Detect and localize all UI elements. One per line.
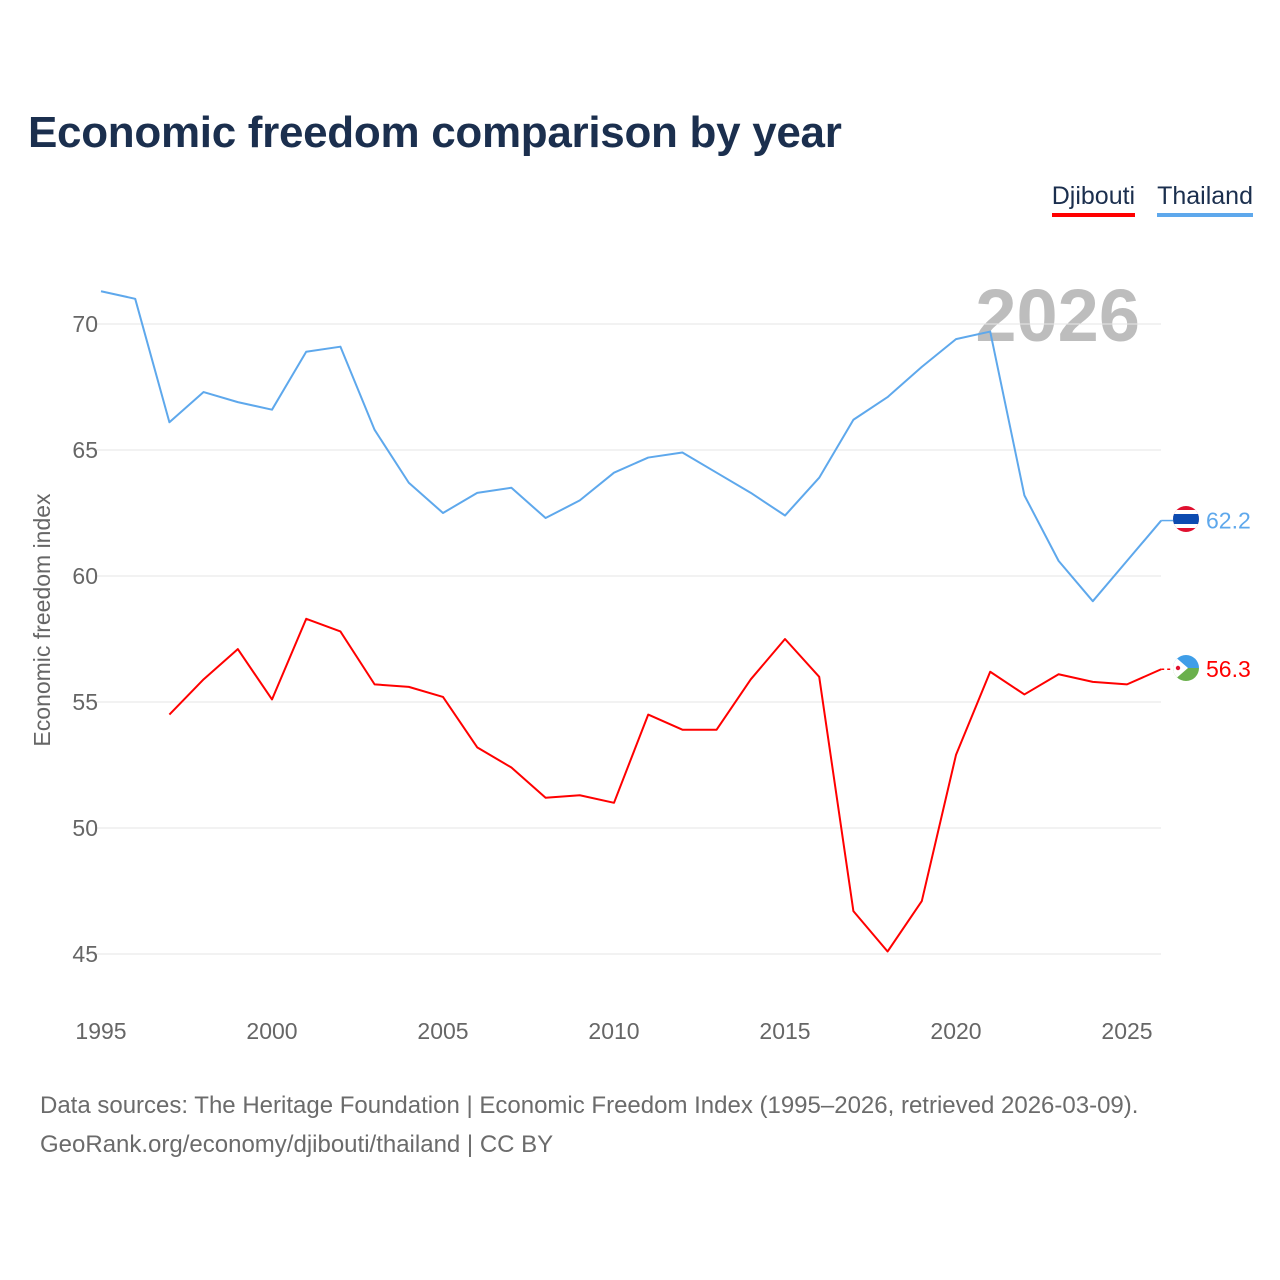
series-line-djibouti [168, 617, 1162, 953]
y-tick-label: 50 [72, 815, 98, 841]
y-tick-label: 70 [72, 311, 98, 337]
djibouti-flag-icon [1173, 655, 1199, 681]
x-tick-label: 1995 [75, 1018, 126, 1044]
legend-item-djibouti[interactable]: Djibouti [1051, 182, 1136, 217]
year-watermark: 2026 [975, 274, 1140, 357]
thailand-flag-icon [1173, 506, 1199, 532]
end-value-label: 62.2 [1206, 508, 1251, 534]
footer-sources: Data sources: The Heritage Foundation | … [40, 1092, 1139, 1119]
y-tick-label: 65 [72, 437, 98, 463]
footer-link[interactable]: GeoRank.org/economy/djibouti/thailand | … [40, 1131, 554, 1158]
x-tick-label: 2010 [588, 1018, 639, 1044]
series-line-thailand [100, 290, 1162, 603]
footer: Data sources: The Heritage Foundation | … [40, 1086, 1138, 1164]
y-tick-label: 60 [72, 563, 98, 589]
chart-title: Economic freedom comparison by year [28, 108, 842, 157]
end-value-label: 56.3 [1206, 656, 1251, 682]
x-tick-label: 2000 [246, 1018, 297, 1044]
x-tick-label: 2020 [930, 1018, 981, 1044]
x-tick-label: 2015 [759, 1018, 810, 1044]
y-tick-label: 55 [72, 689, 98, 715]
x-tick-label: 2025 [1101, 1018, 1152, 1044]
y-tick-label: 45 [72, 941, 98, 967]
legend-item-thailand[interactable]: Thailand [1157, 182, 1253, 217]
y-axis-label: Economic freedom index [29, 493, 55, 747]
x-tick-label: 2005 [417, 1018, 468, 1044]
legend: Djibouti Thailand [1051, 182, 1253, 217]
